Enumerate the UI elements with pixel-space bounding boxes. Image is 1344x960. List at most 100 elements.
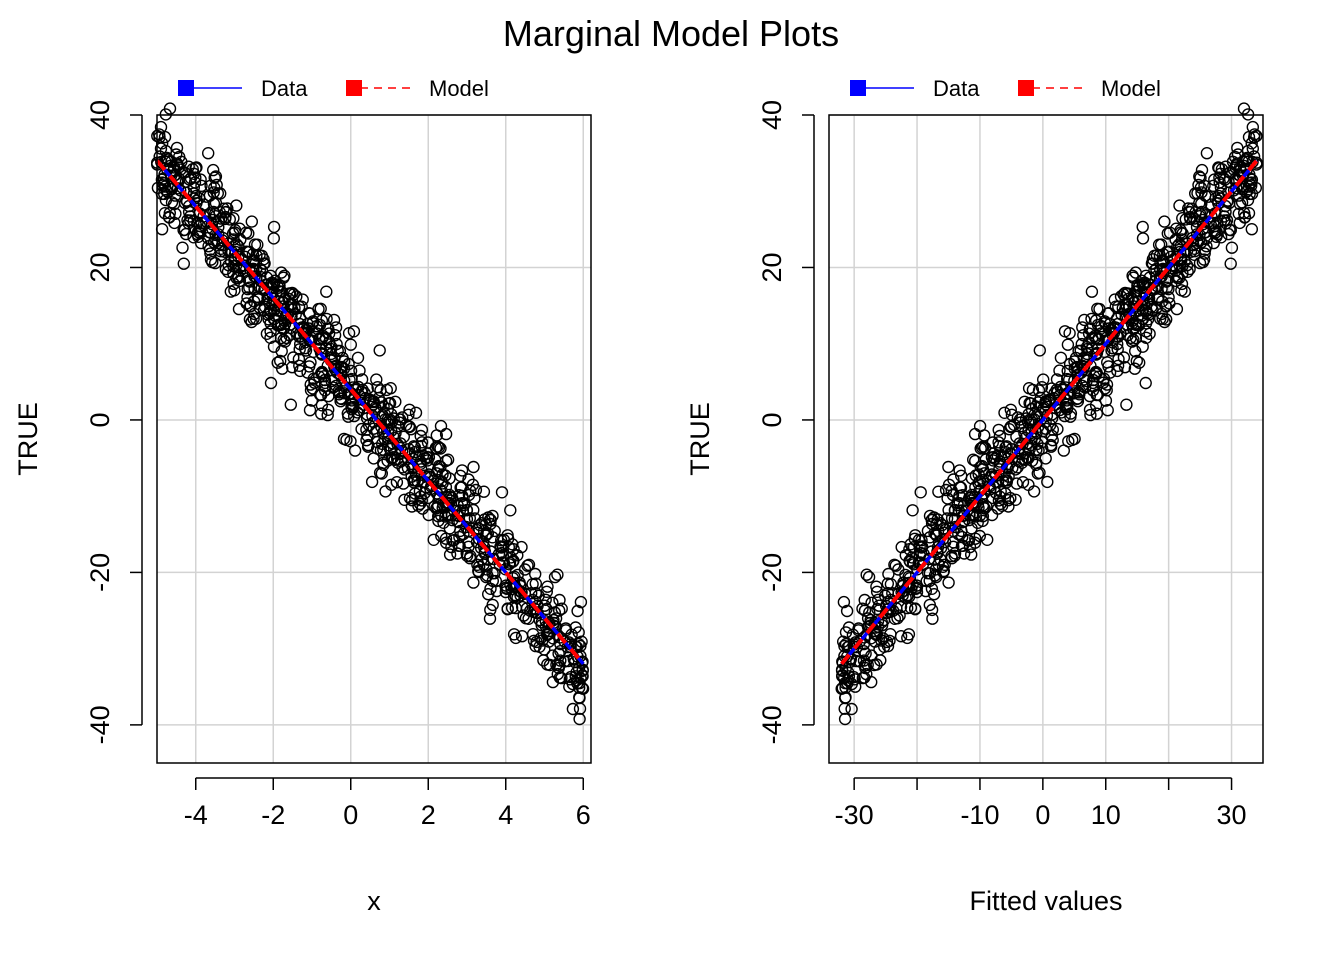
data-point xyxy=(1036,373,1050,386)
data-point xyxy=(1191,236,1204,250)
data-point xyxy=(872,599,886,612)
data-point xyxy=(552,647,565,660)
data-point xyxy=(481,527,495,540)
data-point xyxy=(932,485,945,498)
data-point xyxy=(553,659,566,672)
data-point xyxy=(232,302,246,316)
legend: Data Model xyxy=(850,76,1161,101)
data-point xyxy=(1100,356,1114,369)
data-point xyxy=(512,584,526,597)
data-point xyxy=(1082,327,1096,340)
data-point xyxy=(845,702,858,716)
data-point xyxy=(1169,274,1183,288)
data-point xyxy=(201,146,215,160)
data-point xyxy=(894,630,908,643)
data-point xyxy=(1039,452,1052,465)
data-point xyxy=(1022,382,1036,395)
data-point xyxy=(1035,381,1049,394)
data-point xyxy=(155,222,169,236)
data-point xyxy=(481,569,494,582)
data-point xyxy=(165,155,178,168)
data-point xyxy=(1002,494,1015,507)
data-point xyxy=(230,271,243,285)
data-point xyxy=(1080,347,1094,361)
data-point xyxy=(217,202,230,215)
data-point xyxy=(264,317,277,330)
data-point xyxy=(204,253,218,266)
data-point xyxy=(953,464,966,477)
data-point xyxy=(996,475,1010,488)
data-point xyxy=(976,463,990,476)
data-point xyxy=(409,406,423,419)
legend-label-model: Model xyxy=(429,76,489,101)
data-point xyxy=(1155,282,1168,296)
data-point xyxy=(1103,366,1117,379)
data-point xyxy=(1223,223,1236,237)
data-point xyxy=(1193,170,1206,183)
data-point xyxy=(942,460,955,474)
data-point xyxy=(480,570,493,584)
data-point xyxy=(1071,392,1085,405)
data-point xyxy=(1117,351,1131,364)
data-point xyxy=(1033,344,1047,357)
data-point xyxy=(1061,364,1074,378)
data-point xyxy=(391,420,405,433)
data-point xyxy=(249,312,263,325)
data-point xyxy=(532,589,545,602)
data-point xyxy=(925,513,938,527)
data-point xyxy=(515,630,529,643)
data-point xyxy=(497,533,511,547)
y-tick-label: -40 xyxy=(757,705,787,744)
data-point xyxy=(195,216,208,230)
data-point xyxy=(434,442,447,455)
data-point xyxy=(842,621,856,634)
data-point xyxy=(967,453,980,466)
data-point xyxy=(213,205,226,219)
data-point xyxy=(333,386,346,399)
data-point xyxy=(243,281,256,294)
data-point xyxy=(538,599,551,612)
data-point xyxy=(208,256,222,270)
data-point xyxy=(1062,435,1075,448)
data-point xyxy=(378,425,391,438)
data-point xyxy=(912,533,926,547)
data-point xyxy=(177,257,191,270)
data-point xyxy=(249,256,263,270)
data-point xyxy=(1233,216,1247,230)
data-point xyxy=(212,215,225,228)
data-point xyxy=(1162,282,1175,296)
data-point xyxy=(1089,348,1103,361)
data-point xyxy=(336,351,349,365)
data-point xyxy=(921,567,935,580)
data-point xyxy=(210,178,223,192)
data-point xyxy=(233,222,246,235)
data-point xyxy=(1108,293,1122,306)
data-point xyxy=(981,533,994,546)
model-line xyxy=(155,159,585,666)
data-point xyxy=(838,712,852,726)
data-point xyxy=(838,639,851,653)
data-point xyxy=(1090,407,1104,420)
data-point xyxy=(1154,256,1167,270)
data-point xyxy=(931,540,945,554)
data-point xyxy=(859,647,872,660)
data-point xyxy=(414,455,427,468)
data-point xyxy=(342,327,356,340)
data-point xyxy=(965,548,978,561)
y-tick-label: -20 xyxy=(85,553,115,592)
data-point xyxy=(925,582,939,595)
data-point xyxy=(541,580,554,593)
data-point xyxy=(563,680,576,693)
data-point xyxy=(561,640,574,654)
data-point xyxy=(287,351,300,364)
data-point xyxy=(889,559,902,572)
data-point xyxy=(222,259,235,272)
data-point xyxy=(277,271,290,284)
data-point xyxy=(998,406,1011,419)
data-point xyxy=(1118,361,1132,374)
data-point xyxy=(367,452,380,465)
data-point xyxy=(1200,146,1214,160)
data-point xyxy=(546,632,560,645)
data-point xyxy=(495,486,509,499)
data-point xyxy=(460,504,473,517)
